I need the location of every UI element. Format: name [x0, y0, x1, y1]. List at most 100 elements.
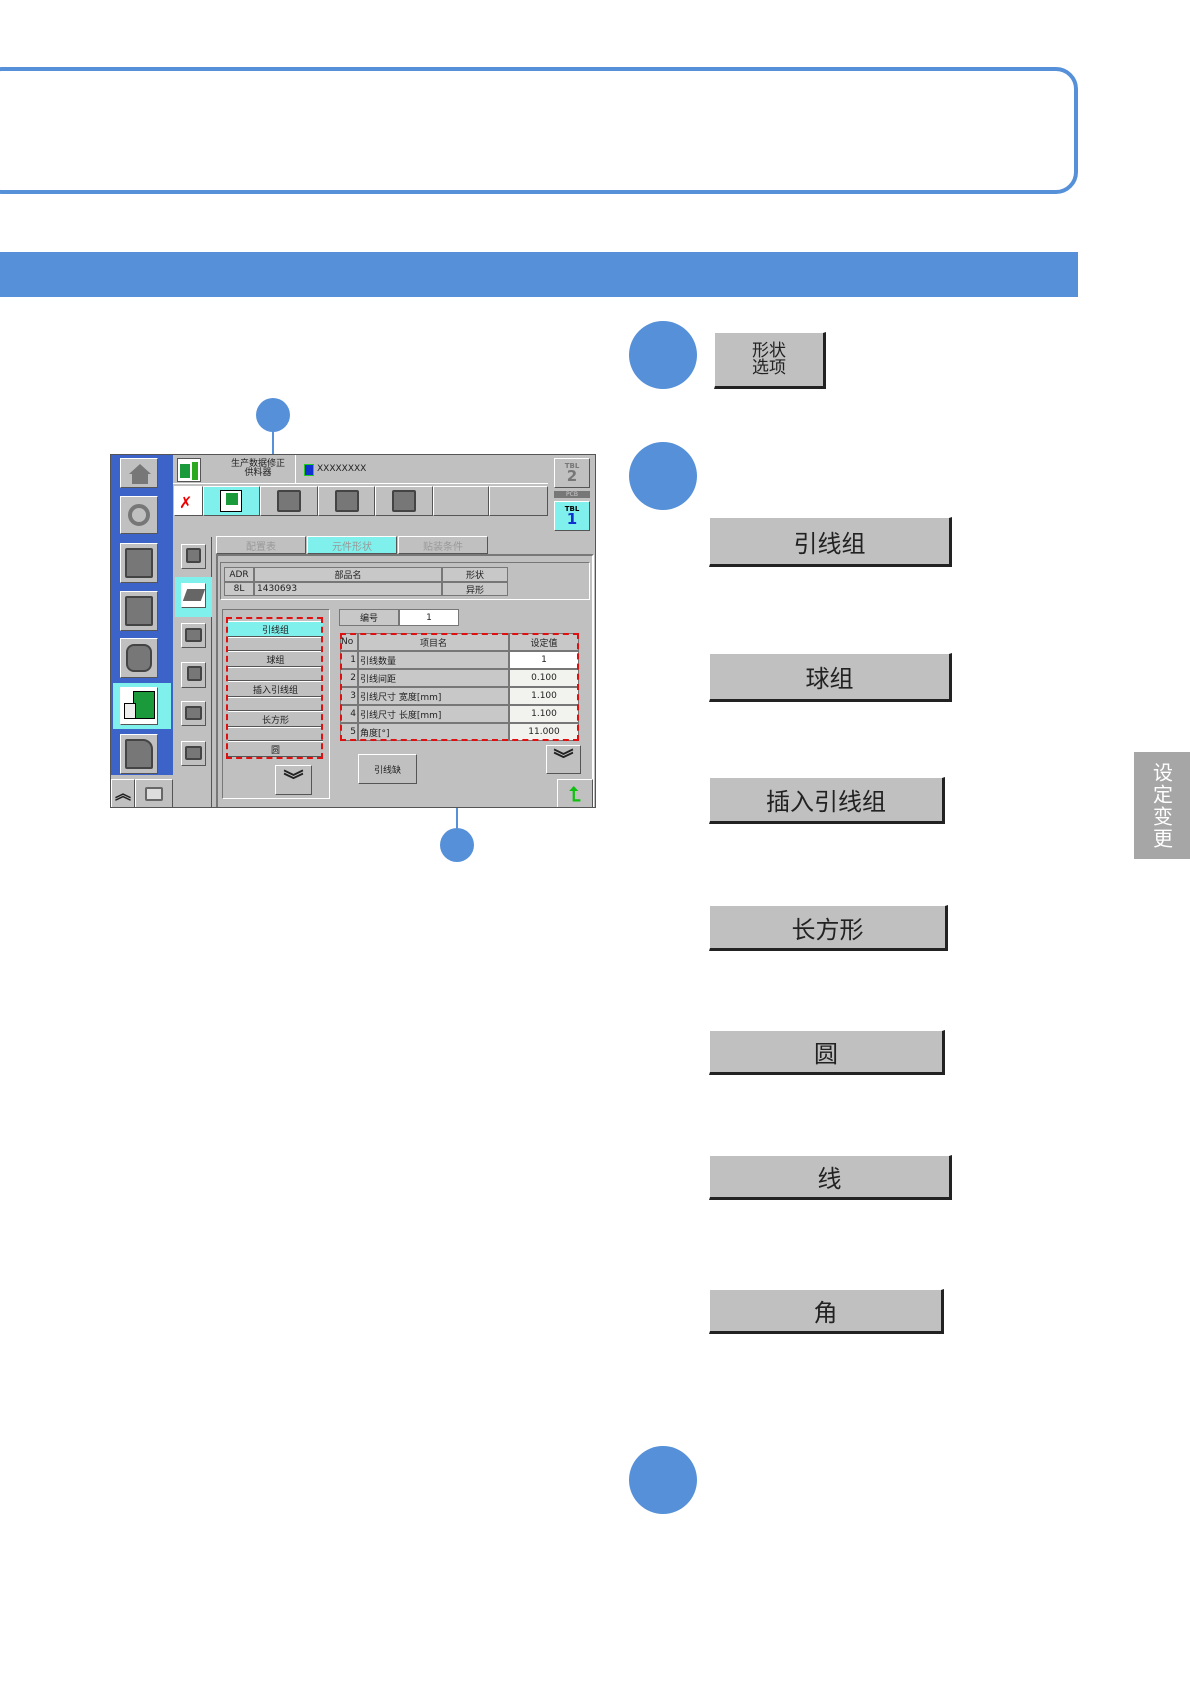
file-icon [125, 739, 153, 769]
tab-mount-conditions[interactable]: 贴装条件 [398, 536, 488, 554]
parameter-row[interactable]: 4 引线尺寸 长度[mm] 1.100 [340, 705, 579, 723]
highlight-parameter-table [340, 633, 579, 741]
scroll-up-button[interactable]: ︽ [111, 779, 135, 807]
shape-list-item[interactable]: 引线组 [228, 621, 323, 637]
lead-group-button[interactable]: 引线组 [709, 517, 952, 567]
gear-wrench-icon [126, 644, 152, 672]
tool-button-3[interactable] [260, 486, 318, 516]
shape-list-spacer [228, 697, 323, 711]
skip-button[interactable]: ✗ [174, 486, 203, 516]
component-icon [182, 589, 206, 601]
return-arrow-icon: ⮤ [569, 782, 581, 806]
rectangle-button[interactable]: 长方形 [709, 905, 948, 951]
rotate-icon [128, 504, 150, 526]
callout-marker-2 [440, 828, 474, 862]
shape-button[interactable] [181, 583, 206, 608]
square-icon [277, 490, 301, 512]
info-adr: 8L [224, 582, 254, 596]
pcb-label: PCB [554, 491, 590, 498]
sub-sidebar [175, 537, 212, 807]
import-icon [392, 490, 416, 512]
side-button-4[interactable] [181, 662, 206, 688]
shape-list-item[interactable]: 球组 [228, 651, 323, 667]
shape-list-spacer [228, 667, 323, 681]
corner-button[interactable]: 角 [709, 1289, 944, 1334]
content-panel [216, 554, 594, 807]
tbl2-button[interactable]: TBL 2 [554, 458, 590, 488]
param-no: 3 [340, 687, 358, 705]
header-box [0, 67, 1078, 194]
exit-icon [177, 458, 201, 482]
number-label: 编号 [339, 609, 399, 626]
tool-button-7[interactable] [489, 486, 548, 516]
info-header-part-name: 部品名 [254, 567, 442, 582]
side-button-3[interactable] [181, 623, 206, 648]
step-marker-2 [629, 442, 697, 510]
pcb-icon [133, 691, 155, 719]
board-icon [125, 548, 153, 578]
shape-list-item[interactable]: 长方形 [228, 711, 323, 727]
layout-icon [335, 490, 359, 512]
parameter-table: No 项目名 设定值 1 引线数量 1 2 引线间距 0.100 3 引线尺寸 宽度[mm] 1.10… [340, 633, 579, 741]
insert-lead-group-button[interactable]: 插入引线组 [709, 777, 945, 824]
param-name: 引线尺寸 宽度[mm] [358, 687, 509, 705]
tab-placement-table[interactable]: 配置表 [216, 536, 306, 554]
feeder-button[interactable] [120, 496, 158, 534]
home-button[interactable] [120, 458, 158, 488]
cross-icon: ✗ [179, 493, 193, 512]
tool-button-5[interactable] [375, 486, 433, 516]
shape-list-item[interactable]: 圆 [228, 741, 323, 757]
parameter-row[interactable]: 3 引线尺寸 宽度[mm] 1.100 [340, 687, 579, 705]
shape-list-item[interactable]: 插入引线组 [228, 681, 323, 697]
production-data-button[interactable] [120, 687, 158, 725]
double-chevron-down-icon: ︾ [283, 768, 304, 792]
parameter-row[interactable]: 1 引线数量 1 [340, 651, 579, 669]
printer-icon [145, 787, 163, 801]
shape-list-spacer [228, 727, 323, 741]
maintenance-button[interactable] [120, 638, 158, 678]
lead-missing-button[interactable]: 引线缺 [358, 754, 417, 784]
callout-marker-1 [256, 398, 290, 432]
layout-icon [125, 596, 153, 626]
side-tab-settings-change[interactable]: 设定变更 [1134, 752, 1190, 859]
shape-list-panel [222, 609, 330, 799]
file-name: XXXXXXXX [317, 464, 367, 474]
tool-button-6[interactable] [433, 486, 489, 516]
info-header-shape: 形状 [442, 567, 508, 582]
layout-button[interactable] [120, 591, 158, 631]
parameter-row[interactable]: 5 角度[°] 11.000 [340, 723, 579, 741]
number-field[interactable]: 1 [399, 609, 459, 626]
param-name: 引线间距 [358, 669, 509, 687]
shape-option-button[interactable]: 形状 选项 [714, 332, 826, 389]
double-chevron-up-icon: ︽ [114, 784, 131, 803]
nozzle-icon [187, 666, 202, 681]
header-title: 生产数据修正 供料器 [230, 459, 285, 478]
highlight-shape-list [226, 617, 323, 759]
print-button[interactable] [135, 779, 173, 807]
side-button-5[interactable] [181, 701, 206, 726]
return-button[interactable]: ⮤ [557, 779, 593, 807]
edit-tool-tab[interactable] [203, 486, 260, 516]
param-scroll-down-button[interactable]: ︾ [546, 745, 581, 774]
dimension-icon [186, 548, 201, 563]
double-chevron-down-icon: ︾ [553, 747, 574, 771]
param-name: 引线尺寸 长度[mm] [358, 705, 509, 723]
tool-button-4[interactable] [318, 486, 375, 516]
param-name: 引线数量 [358, 651, 509, 669]
info-header-adr: ADR [224, 567, 254, 582]
tbl1-button[interactable]: TBL 1 [554, 501, 590, 531]
shape-list-scroll-down-button[interactable]: ︾ [275, 765, 312, 795]
home-icon [129, 464, 151, 474]
ball-group-button[interactable]: 球组 [709, 653, 952, 702]
file-button[interactable] [120, 734, 158, 774]
dimension-button[interactable] [181, 544, 206, 569]
info-part-name: 1430693 [254, 582, 442, 596]
tab-component-shape[interactable]: 元件形状 [307, 536, 397, 554]
side-button-6[interactable] [181, 741, 206, 766]
board-button[interactable] [120, 543, 158, 583]
circle-button[interactable]: 圆 [709, 1030, 945, 1075]
machine-screen: ︽ 生产数据修正 供料器 XXXXXXXX ✗ TBL 2 PCB TBL 1 配置表… [110, 454, 596, 808]
line-button[interactable]: 线 [709, 1155, 952, 1200]
step-marker-3 [629, 1446, 697, 1514]
edit-pcb-icon [220, 490, 242, 512]
